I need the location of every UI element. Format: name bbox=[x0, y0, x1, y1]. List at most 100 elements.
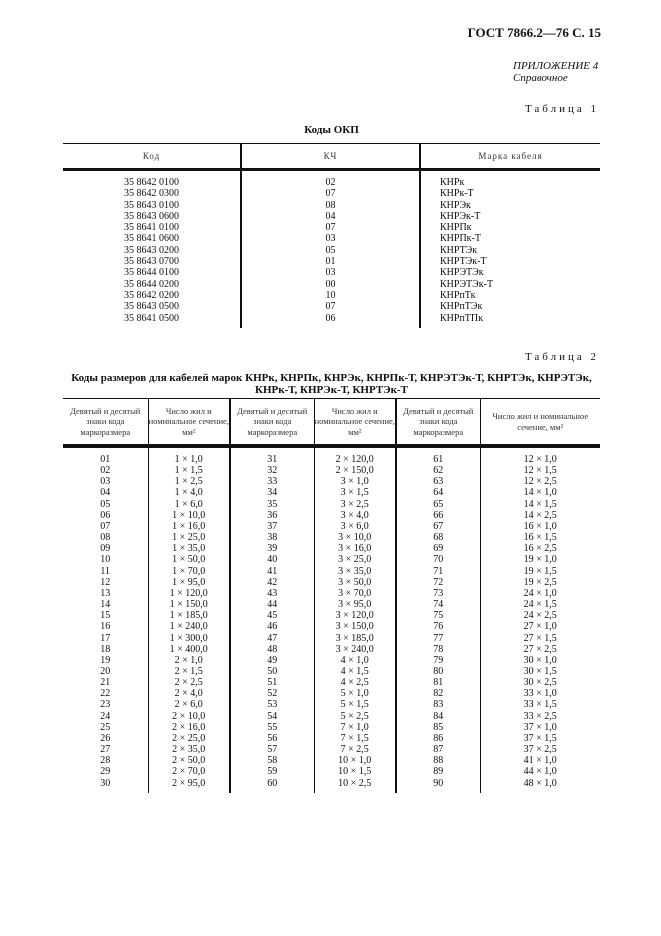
table-cell: 19 × 1,0 bbox=[479, 554, 600, 566]
table-cell: 19 bbox=[100, 654, 111, 666]
table-cell: 24 × 1,5 bbox=[479, 599, 600, 611]
table-cell: 1 × 50,0 bbox=[147, 554, 230, 566]
table-cell: 1 × 6,0 bbox=[147, 498, 230, 510]
table-row: 23 2 × 6,0 53 5 × 1,5 83 33 × 1,5 bbox=[63, 699, 600, 711]
table-cell: 54 bbox=[229, 710, 314, 722]
table-cell: 30 × 1,0 bbox=[479, 654, 600, 666]
table-cell: 04 bbox=[100, 487, 111, 499]
table-row: 21 2 × 2,5 51 4 × 2,5 81 30 × 2,5 bbox=[63, 677, 600, 689]
table-cell: 37 bbox=[229, 520, 314, 533]
table-cell: 4 × 2,5 bbox=[313, 677, 396, 689]
table-cell: 40 bbox=[229, 554, 314, 566]
table-cell: 82 bbox=[395, 688, 480, 700]
table-cell: 1 × 300,0 bbox=[147, 632, 230, 644]
table-cell: 35 8643 0500 bbox=[124, 301, 179, 313]
table-cell: 23 bbox=[100, 699, 111, 711]
table-cell: 35 8642 0200 bbox=[124, 289, 179, 301]
table-cell: 1 × 240,0 bbox=[147, 621, 230, 633]
table-cell: 12 × 2,5 bbox=[479, 476, 600, 488]
table-cell: 03 bbox=[100, 476, 111, 488]
table-row: 35 8644 0100 03 КНРЭТЭк bbox=[63, 267, 600, 279]
table-cell: 80 bbox=[395, 665, 480, 678]
table-cell: 65 bbox=[395, 498, 480, 510]
table-cell: 48 bbox=[229, 643, 314, 655]
table-row: 10 1 × 50,0 40 3 × 25,0 70 19 × 1,0 bbox=[63, 554, 600, 566]
table-cell: 1 × 10,0 bbox=[147, 509, 230, 521]
table-cell: 35 8644 0200 bbox=[124, 278, 179, 290]
table-cell: 35 8642 0100 bbox=[124, 177, 179, 188]
table-row: 30 2 × 95,0 60 10 × 2,5 90 48 × 1,0 bbox=[63, 777, 600, 793]
table-cell: 2 × 1,0 bbox=[147, 654, 230, 666]
table-cell: КНРЭТЭк bbox=[419, 267, 600, 279]
table-cell: 27 × 1,5 bbox=[479, 632, 600, 644]
table-cell: 16 × 2,5 bbox=[479, 543, 600, 555]
table-cell: 02 bbox=[240, 169, 420, 189]
table-cell: 7 × 1,5 bbox=[313, 732, 396, 745]
table-cell: 4 × 1,5 bbox=[313, 665, 396, 678]
table-row: 29 2 × 70,0 59 10 × 1,5 89 44 × 1,0 bbox=[63, 766, 600, 778]
table-cell: 30 × 1,5 bbox=[479, 665, 600, 678]
table-cell: 90 bbox=[395, 777, 480, 793]
table-cell: 03 bbox=[240, 267, 420, 279]
table-row: 13 1 × 120,0 43 3 × 70,0 73 24 × 1,0 bbox=[63, 587, 600, 600]
table-cell: КНРПк-Т bbox=[419, 233, 600, 245]
table-cell: 68 bbox=[395, 532, 480, 544]
table-cell: 2 × 1,5 bbox=[147, 665, 230, 678]
table-cell: КНРк bbox=[419, 169, 600, 189]
table-cell: 09 bbox=[100, 543, 111, 555]
table-cell: 03 bbox=[240, 233, 420, 245]
column-header: Девятый и десятый знаки кода маркоразмер… bbox=[229, 398, 314, 448]
table-cell: 53 bbox=[229, 699, 314, 711]
table-cell: 10 bbox=[100, 554, 111, 566]
table1-label: Таблица 1 bbox=[524, 103, 599, 115]
table-cell: 19 × 1,5 bbox=[479, 565, 600, 577]
table-cell: 01 bbox=[100, 454, 111, 465]
table-cell: 66 bbox=[395, 509, 480, 521]
table-cell: 67 bbox=[395, 520, 480, 533]
table-cell: 05 bbox=[240, 244, 420, 257]
table-cell: 71 bbox=[395, 565, 480, 577]
table-cell: 14 bbox=[100, 599, 111, 611]
table-cell: 58 bbox=[229, 755, 314, 767]
table-cell: 41 × 1,0 bbox=[479, 755, 600, 767]
table-cell: 3 × 2,5 bbox=[313, 498, 396, 510]
table-row: 27 2 × 35,0 57 7 × 2,5 87 37 × 2,5 bbox=[63, 744, 600, 756]
table-cell: 07 bbox=[100, 520, 111, 532]
table-row: 09 1 × 35,0 39 3 × 16,0 69 16 × 2,5 bbox=[63, 543, 600, 555]
table-cell: 30 × 2,5 bbox=[479, 677, 600, 689]
table-cell: 35 8643 0200 bbox=[124, 244, 179, 256]
table2-label: Таблица 2 bbox=[524, 351, 599, 363]
table-cell: 20 bbox=[100, 665, 111, 677]
table-cell: 69 bbox=[395, 543, 480, 555]
table-cell: 16 × 1,0 bbox=[479, 520, 600, 533]
table-row: 35 8643 0500 07 КНРпТЭк bbox=[63, 301, 600, 313]
table-cell: 48 × 1,0 bbox=[479, 777, 600, 793]
table-row: 26 2 × 25,0 56 7 × 1,5 86 37 × 1,5 bbox=[63, 732, 600, 745]
table-cell: 2 × 70,0 bbox=[147, 766, 230, 778]
table-cell: 05 bbox=[100, 498, 111, 510]
table-cell: 59 bbox=[229, 766, 314, 778]
table-cell: 08 bbox=[100, 532, 111, 544]
table-cell: 35 8643 0100 bbox=[124, 199, 179, 211]
table-cell: 7 × 1,0 bbox=[313, 721, 396, 733]
column-header: КЧ bbox=[240, 143, 420, 171]
table-cell: 45 bbox=[229, 610, 314, 622]
table-cell: 85 bbox=[395, 721, 480, 733]
table-cell: 35 8643 0700 bbox=[124, 256, 179, 268]
table-cell: 76 bbox=[395, 621, 480, 633]
table-cell: 27 bbox=[100, 744, 111, 756]
table2-size-codes: Девятый и десятый знаки кода маркоразмер… bbox=[63, 398, 600, 793]
table-cell: 12 × 1,5 bbox=[479, 465, 600, 477]
table-cell: 46 bbox=[229, 621, 314, 633]
table-cell: 2 × 25,0 bbox=[147, 732, 230, 745]
table-cell: 3 × 95,0 bbox=[313, 599, 396, 611]
table-cell: 24 × 1,0 bbox=[479, 587, 600, 600]
table-cell: 51 bbox=[229, 677, 314, 689]
table-row: 01 1 × 1,0 31 2 × 120,0 61 12 × 1,0 bbox=[63, 446, 600, 466]
table-cell: 1 × 25,0 bbox=[147, 532, 230, 544]
table-cell: 2 × 35,0 bbox=[147, 744, 230, 756]
table-cell: 3 × 6,0 bbox=[313, 520, 396, 533]
table-row: 35 8644 0200 00 КНРЭТЭк-Т bbox=[63, 278, 600, 290]
table-cell: 86 bbox=[395, 732, 480, 745]
table-cell: 10 × 2,5 bbox=[313, 777, 396, 793]
